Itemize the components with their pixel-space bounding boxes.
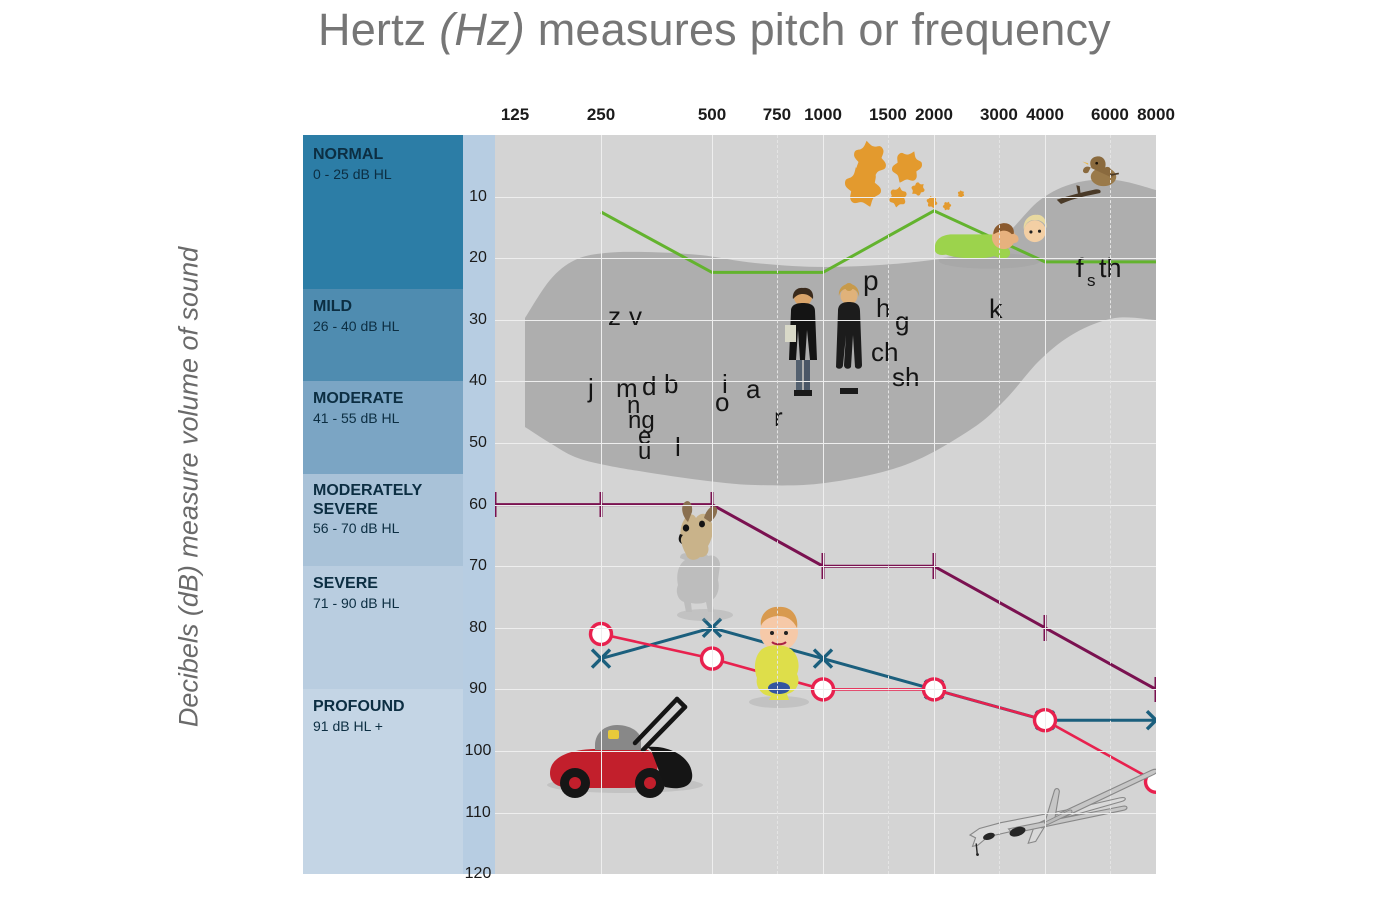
svg-text:p: p	[863, 265, 879, 296]
svg-text:s: s	[1087, 271, 1096, 290]
svg-text:a: a	[746, 374, 761, 404]
svg-text:sh: sh	[892, 362, 919, 392]
svg-text:b: b	[664, 369, 678, 399]
svg-text:d: d	[642, 371, 656, 401]
svg-text:r: r	[774, 402, 783, 432]
svg-text:v: v	[629, 301, 642, 331]
svg-text:o: o	[715, 387, 729, 417]
svg-text:z: z	[608, 301, 621, 331]
svg-text:j: j	[587, 373, 594, 403]
svg-text:g: g	[895, 306, 909, 336]
svg-text:l: l	[675, 432, 681, 462]
